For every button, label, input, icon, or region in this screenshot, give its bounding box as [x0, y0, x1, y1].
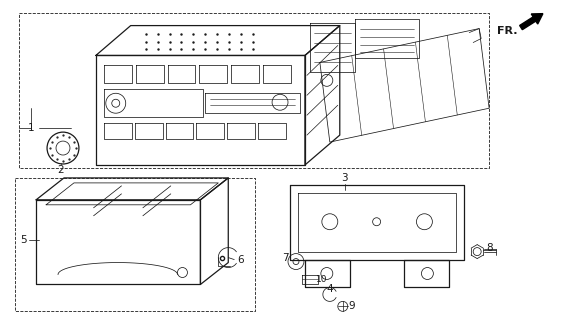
Text: 1: 1: [28, 123, 34, 133]
Text: 7: 7: [282, 252, 288, 263]
Text: 10: 10: [316, 275, 328, 284]
Text: 9: 9: [349, 301, 355, 311]
Text: 6: 6: [237, 255, 244, 265]
Text: FR.: FR.: [497, 26, 517, 36]
Text: 2: 2: [58, 165, 64, 175]
FancyArrow shape: [520, 14, 543, 30]
Text: 8: 8: [486, 243, 493, 252]
Text: 5: 5: [20, 235, 27, 245]
Text: 4: 4: [327, 284, 333, 294]
Text: 3: 3: [342, 173, 348, 183]
